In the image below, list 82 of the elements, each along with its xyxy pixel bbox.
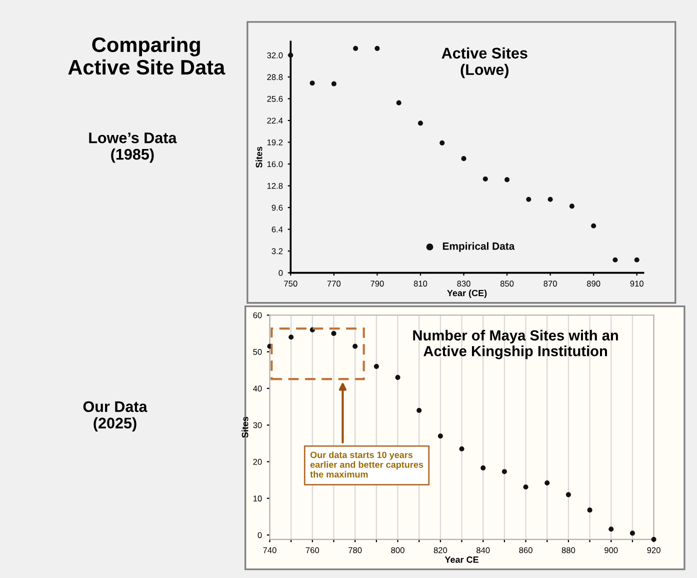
point bbox=[504, 177, 510, 182]
y-tick-label: 40 bbox=[253, 386, 262, 392]
x-tick-label: 860 bbox=[519, 547, 532, 554]
x-tick-label: 870 bbox=[544, 280, 557, 287]
text: Comparing Active Site Data bbox=[68, 36, 226, 75]
y-tick-label: 28.8 bbox=[267, 74, 283, 80]
x-tick-label: 900 bbox=[604, 547, 618, 554]
x-tick-label: 920 bbox=[647, 547, 660, 554]
y-axis-title: Sites bbox=[256, 146, 262, 168]
y-tick-label: 0 bbox=[258, 532, 262, 538]
x-axis-title: Year (CE) bbox=[447, 290, 487, 298]
point bbox=[608, 526, 614, 532]
x-tick-label: 810 bbox=[414, 280, 428, 287]
y-tick-label: 50 bbox=[253, 348, 262, 355]
point bbox=[395, 374, 400, 380]
text: Lowe’s Data (1985) bbox=[89, 132, 177, 163]
point bbox=[548, 196, 553, 202]
x-tick-label: 820 bbox=[434, 547, 448, 554]
point bbox=[331, 330, 336, 336]
point bbox=[288, 334, 294, 340]
annotation: Our data starts 10 years earlier and better captures the maximum bbox=[310, 451, 424, 478]
point bbox=[438, 434, 443, 439]
point bbox=[440, 140, 445, 146]
point bbox=[459, 446, 464, 452]
point bbox=[587, 508, 592, 513]
y-tick-label: 30 bbox=[253, 422, 262, 428]
y-axis-title: Sites bbox=[242, 416, 248, 438]
y-tick-label: 3.2 bbox=[272, 248, 283, 254]
point bbox=[352, 344, 358, 349]
x-tick-label: 910 bbox=[630, 280, 644, 287]
y-tick-label: 20 bbox=[253, 458, 262, 465]
y-tick-label: 10 bbox=[253, 496, 262, 502]
x-tick-label: 790 bbox=[370, 280, 384, 287]
x-tick-label: 760 bbox=[306, 547, 320, 554]
y-tick-label: 32.0 bbox=[267, 52, 283, 58]
x-tick-label: 800 bbox=[391, 547, 404, 554]
point bbox=[502, 469, 507, 474]
point bbox=[634, 257, 640, 262]
y-tick-label: 22.4 bbox=[267, 118, 283, 124]
y-tick-label: 60 bbox=[253, 312, 262, 318]
point bbox=[396, 100, 402, 106]
y-tick-label: 25.6 bbox=[267, 96, 283, 102]
text: Our Data (2025) bbox=[83, 401, 148, 432]
point bbox=[630, 530, 635, 536]
x-tick-label: 750 bbox=[284, 280, 298, 287]
text: Active Sites (Lowe) bbox=[442, 47, 528, 78]
point bbox=[651, 536, 656, 542]
x-tick-label: 830 bbox=[457, 280, 470, 287]
x-tick-label: 890 bbox=[586, 280, 600, 287]
point bbox=[544, 480, 550, 486]
x-tick-label: 880 bbox=[562, 547, 576, 554]
point bbox=[482, 176, 488, 182]
point bbox=[418, 120, 424, 126]
x-tick-label: 840 bbox=[476, 547, 490, 554]
point bbox=[288, 52, 294, 58]
point bbox=[310, 80, 315, 86]
y-tick-label: 16.0 bbox=[267, 161, 283, 168]
y-tick-label: 12.8 bbox=[267, 182, 283, 189]
point bbox=[374, 46, 380, 51]
point bbox=[523, 484, 528, 490]
point bbox=[569, 204, 574, 209]
y-tick-label: 19.2 bbox=[267, 139, 283, 146]
y-tick-label: 9.6 bbox=[272, 204, 283, 211]
x-tick-label: 850 bbox=[500, 280, 514, 287]
legend-label: Empirical Data bbox=[442, 242, 515, 252]
point bbox=[331, 81, 336, 86]
point bbox=[612, 257, 618, 262]
point bbox=[353, 46, 358, 51]
point bbox=[566, 492, 571, 498]
point bbox=[480, 465, 486, 470]
x-tick-label: 770 bbox=[327, 280, 341, 287]
x-axis-title: Year CE bbox=[444, 556, 478, 563]
text: Number of Maya Sites with an Active Kingship Institution bbox=[413, 330, 618, 360]
point bbox=[416, 408, 422, 413]
x-tick-label: 780 bbox=[348, 547, 362, 554]
point bbox=[374, 364, 379, 369]
y-tick-label: 6.4 bbox=[272, 226, 283, 232]
point bbox=[591, 223, 596, 228]
x-tick-label: 740 bbox=[263, 547, 276, 554]
y-tick-label: 0 bbox=[278, 270, 283, 276]
point bbox=[526, 196, 532, 202]
point bbox=[461, 156, 466, 162]
